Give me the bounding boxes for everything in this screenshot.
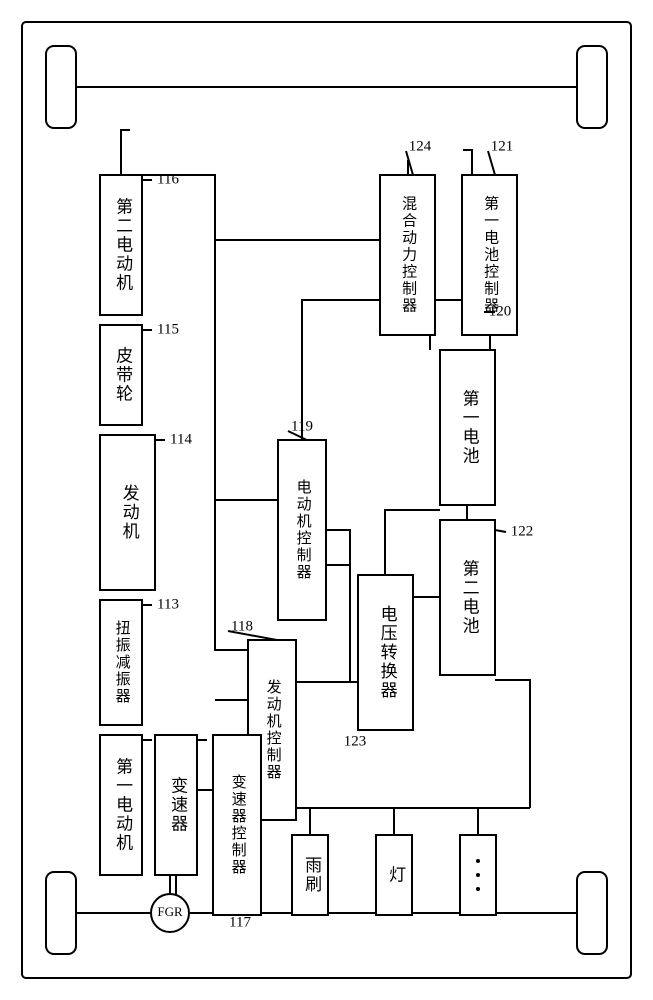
svg-text:第二电池: 第二电池	[460, 559, 480, 635]
svg-text:123: 123	[344, 733, 367, 749]
svg-text:FGR: FGR	[157, 904, 183, 919]
svg-text:灯: 灯	[386, 865, 406, 884]
svg-text:116: 116	[157, 171, 179, 187]
svg-text:第一电动机: 第一电动机	[113, 757, 133, 852]
svg-text:扭振减振器: 扭振减振器	[114, 620, 131, 705]
svg-text:电动机控制器: 电动机控制器	[295, 479, 312, 581]
svg-text:121: 121	[491, 138, 514, 154]
svg-text:122: 122	[511, 523, 534, 539]
svg-text:119: 119	[291, 418, 313, 434]
svg-text:115: 115	[157, 321, 179, 337]
svg-text:电压转换器: 电压转换器	[378, 605, 398, 700]
svg-text:混合动力控制器: 混合动力控制器	[400, 196, 417, 315]
svg-text:113: 113	[157, 596, 179, 612]
svg-text:第二电动机: 第二电动机	[113, 197, 133, 292]
svg-text:变速器: 变速器	[168, 776, 188, 833]
svg-text:变速器控制器: 变速器控制器	[230, 774, 247, 876]
svg-text:124: 124	[409, 138, 432, 154]
svg-text:第一电池控制器: 第一电池控制器	[482, 195, 499, 315]
svg-text:皮带轮: 皮带轮	[113, 346, 133, 403]
svg-text:发动机控制器: 发动机控制器	[265, 679, 282, 781]
svg-text:117: 117	[229, 914, 251, 930]
svg-text:114: 114	[170, 431, 192, 447]
svg-text:第一电池: 第一电池	[460, 389, 480, 465]
svg-text:发动机: 发动机	[120, 484, 140, 541]
svg-text:雨刷: 雨刷	[302, 856, 322, 894]
